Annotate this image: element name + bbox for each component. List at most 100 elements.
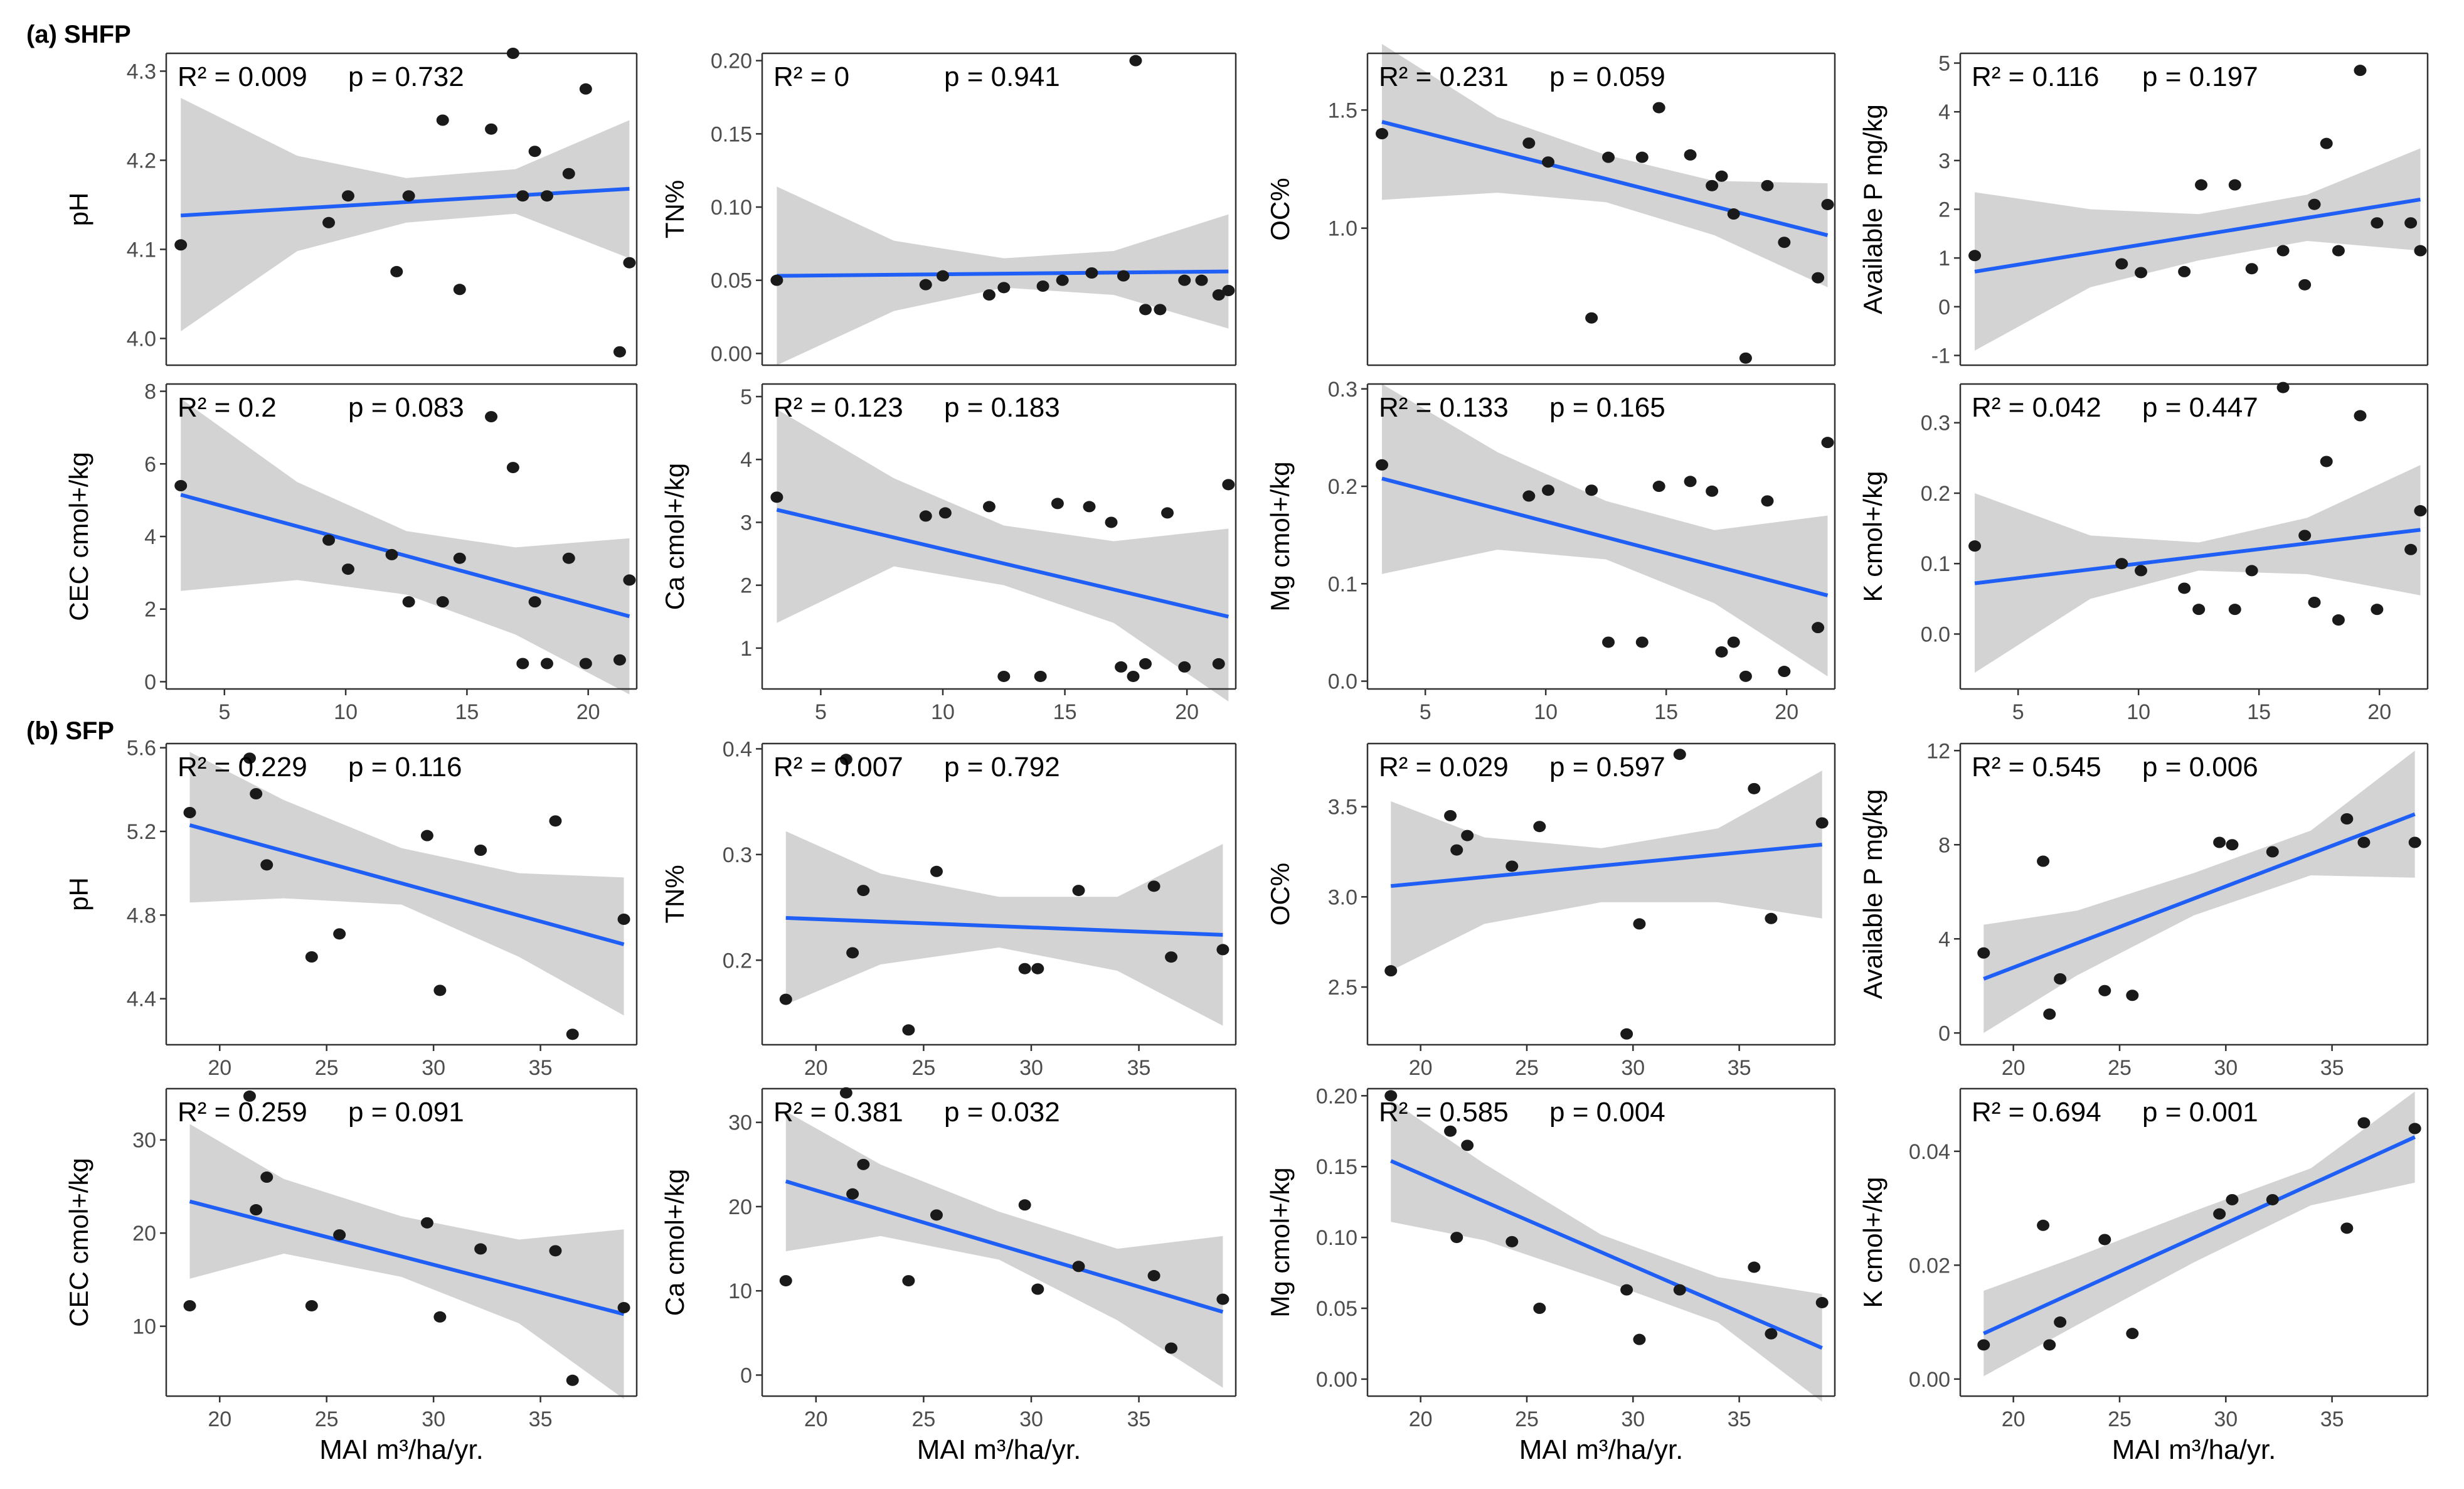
data-point (936, 270, 949, 282)
y-tick-label: 0.10 (711, 196, 752, 220)
r-squared-label: R² = 0.694 (1972, 1097, 2101, 1128)
data-point (1178, 661, 1191, 673)
data-point (260, 1171, 273, 1183)
y-tick-label: 0.00 (1909, 1368, 1950, 1392)
y-tick-label: 0.3 (1328, 378, 1357, 402)
data-point (2320, 456, 2333, 467)
data-point (623, 574, 636, 586)
x-tick-label: 25 (315, 1407, 339, 1431)
data-point (1522, 490, 1536, 502)
data-point (2245, 565, 2258, 577)
data-point (1376, 128, 1389, 140)
data-point (997, 670, 1011, 682)
regression-line (1974, 198, 2421, 274)
confidence-band (1975, 465, 2421, 673)
data-point (1031, 963, 1044, 974)
data-point (2357, 1117, 2371, 1129)
data-point (402, 190, 415, 202)
p-value-label: p = 0.183 (944, 392, 1060, 423)
data-point (183, 1300, 196, 1311)
y-axis-label: Ca cmol+/kg (660, 463, 689, 611)
y-tick-label: 8 (144, 380, 156, 404)
r-squared-label: R² = 0.231 (1379, 61, 1509, 92)
data-point (1812, 272, 1825, 284)
y-tick-label: 4.0 (127, 327, 156, 351)
x-tick-label: 35 (1728, 1056, 1751, 1080)
data-point (402, 596, 415, 608)
section-label-shfp: (a) SHFP (26, 21, 131, 48)
regression-line (785, 915, 1223, 937)
data-point (1212, 658, 1225, 670)
data-point (1706, 179, 1719, 191)
regression-line (1390, 1159, 1823, 1350)
data-point (516, 658, 529, 670)
x-tick-label: 30 (1019, 1407, 1043, 1431)
panel-b-ph: 4.4 4.8 5.2 5.6 20 25 30 35 pH R² = 0.229 p = 0.11… (64, 737, 638, 1080)
data-point (1748, 1261, 1761, 1273)
y-axis-label: Ca cmol+/kg (660, 1169, 689, 1316)
y-axis-label: OC% (1265, 863, 1295, 926)
data-point (433, 985, 447, 996)
data-point (1620, 1028, 1633, 1040)
data-point (1139, 304, 1152, 316)
data-point (1461, 830, 1474, 841)
x-tick-label: 5 (1420, 700, 1431, 724)
x-tick-label: 5 (2012, 700, 2024, 724)
data-point (846, 1188, 859, 1200)
x-tick-label: 35 (2320, 1056, 2344, 1080)
regression-line (776, 508, 1229, 619)
x-tick-label: 25 (1515, 1056, 1539, 1080)
data-point (1602, 636, 1615, 648)
y-tick-label: -1 (1931, 344, 1950, 368)
data-point (1127, 670, 1140, 682)
x-tick-label: 30 (1621, 1056, 1645, 1080)
data-point (2340, 1222, 2354, 1234)
data-point (2320, 137, 2333, 149)
y-tick-label: 4.8 (127, 904, 156, 927)
data-point (1036, 280, 1049, 292)
y-tick-label: 0.2 (723, 949, 752, 973)
y-tick-label: 5.2 (127, 820, 156, 844)
y-tick-label: 3.5 (1328, 796, 1357, 819)
data-point (305, 951, 318, 963)
y-tick-label: 3.0 (1328, 885, 1357, 909)
x-tick-label: 20 (2002, 1056, 2026, 1080)
x-tick-label: 20 (804, 1407, 828, 1431)
x-tick-label: 20 (208, 1056, 231, 1080)
data-point (1376, 459, 1389, 471)
data-point (938, 507, 952, 519)
confidence-band (777, 186, 1229, 365)
y-tick-label: 0.20 (1316, 1084, 1357, 1108)
p-value-label: p = 0.165 (1549, 392, 1665, 423)
data-point (2195, 179, 2208, 191)
regression-line (1390, 842, 1822, 889)
data-point (2226, 839, 2239, 851)
data-point (1815, 817, 1829, 829)
data-point (1684, 149, 1697, 161)
y-tick-label: 8 (1938, 833, 1950, 857)
data-point (839, 1087, 852, 1099)
data-point (2354, 65, 2367, 77)
data-point (2414, 245, 2427, 257)
x-axis-label: MAI m³/ha/yr. (1519, 1434, 1684, 1465)
x-tick-label: 35 (1728, 1407, 1751, 1431)
data-point (902, 1024, 915, 1036)
data-point (1115, 661, 1128, 673)
x-tick-label: 35 (1127, 1056, 1151, 1080)
data-point (1633, 1333, 1646, 1345)
p-value-label: p = 0.197 (2142, 61, 2258, 92)
data-point (485, 123, 498, 135)
panel-a-avp: -1 0 1 2 3 4 5 Available P mg/kg R² = 0.116 p = 0… (1858, 52, 2429, 368)
data-point (2054, 1316, 2067, 1328)
data-point (2276, 382, 2290, 393)
data-point (1684, 476, 1697, 488)
p-value-label: p = 0.792 (944, 752, 1060, 782)
data-point (1706, 485, 1719, 497)
data-point (1505, 1235, 1519, 1247)
data-point (1222, 479, 1235, 491)
data-point (2404, 217, 2418, 229)
data-point (1195, 274, 1208, 286)
y-tick-label: 4 (1938, 100, 1950, 124)
x-tick-label: 25 (2108, 1056, 2132, 1080)
y-axis-label: CEC cmol+/kg (64, 452, 93, 621)
